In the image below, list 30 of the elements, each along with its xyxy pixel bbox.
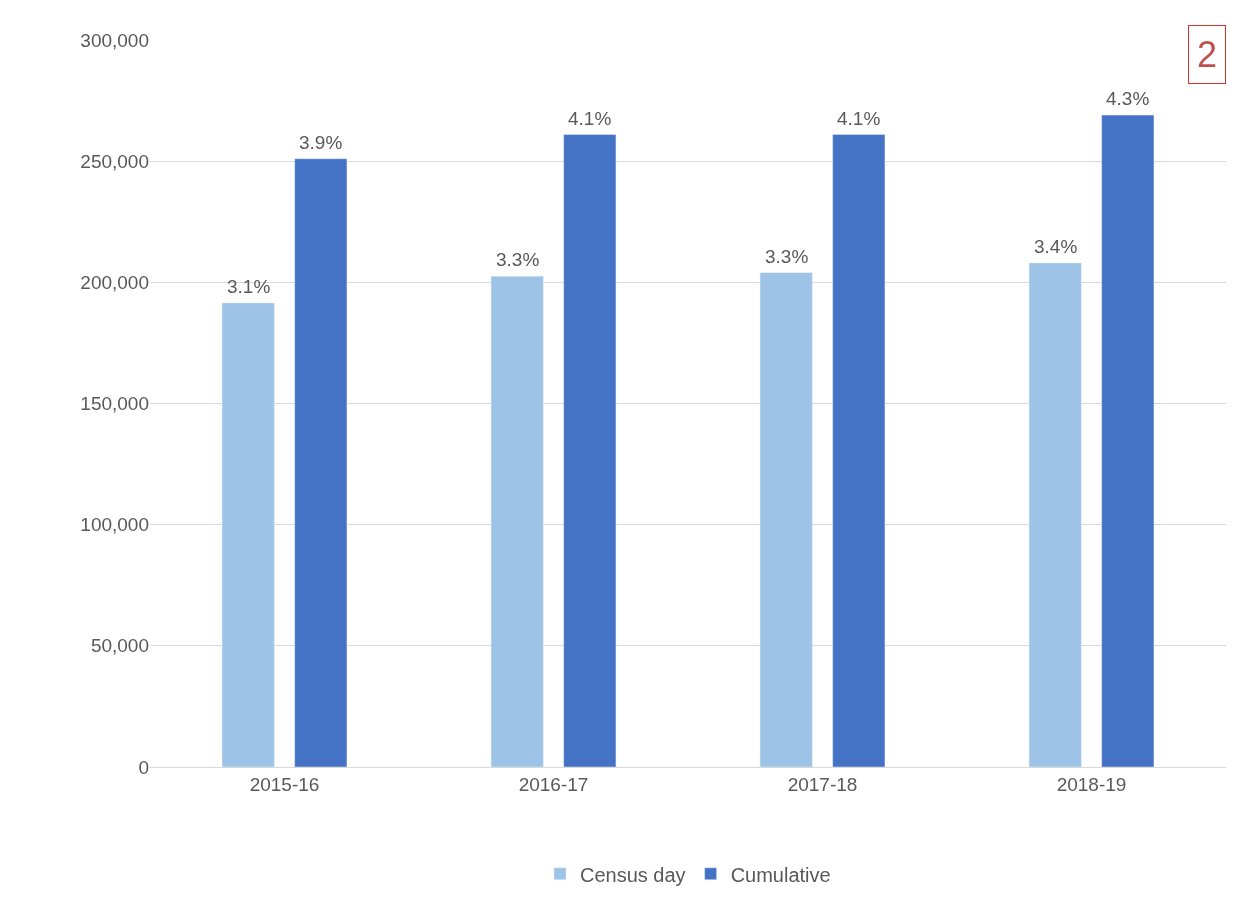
y-tick-label: 200,000 xyxy=(80,271,149,293)
annotation: 3.3% xyxy=(496,249,540,270)
annotation: 4.1% xyxy=(568,108,612,129)
y-tick-label: 100,000 xyxy=(80,514,149,536)
bar xyxy=(759,272,813,767)
annotation: 2 xyxy=(1197,34,1218,75)
annotation: 4.1% xyxy=(837,108,881,129)
legend-label: Census day xyxy=(580,863,686,886)
bar xyxy=(563,134,617,767)
annotation: 3.3% xyxy=(765,246,809,267)
x-tick-label: 2015-16 xyxy=(249,773,320,795)
x-tick-label: 2016-17 xyxy=(518,773,589,795)
y-tick-label: 300,000 xyxy=(80,29,149,51)
x-tick-label: 2017-18 xyxy=(787,773,858,795)
annotation: 3.9% xyxy=(299,132,343,153)
bar xyxy=(221,302,275,767)
bar xyxy=(1028,262,1082,767)
annotation: 4.3% xyxy=(1106,88,1150,109)
bar xyxy=(832,134,886,767)
bar xyxy=(294,158,348,767)
x-tick-label: 2018-19 xyxy=(1056,773,1127,795)
legend-label: Cumulative xyxy=(730,863,831,886)
y-tick-label: 0 xyxy=(138,756,149,778)
annotation: 3.4% xyxy=(1034,236,1078,257)
y-tick-label: 50,000 xyxy=(90,635,149,657)
y-tick-label: 150,000 xyxy=(80,393,149,415)
annotation: 3.1% xyxy=(227,276,271,297)
bar xyxy=(1101,114,1155,767)
bar xyxy=(490,276,544,767)
y-tick-label: 250,000 xyxy=(80,150,149,172)
